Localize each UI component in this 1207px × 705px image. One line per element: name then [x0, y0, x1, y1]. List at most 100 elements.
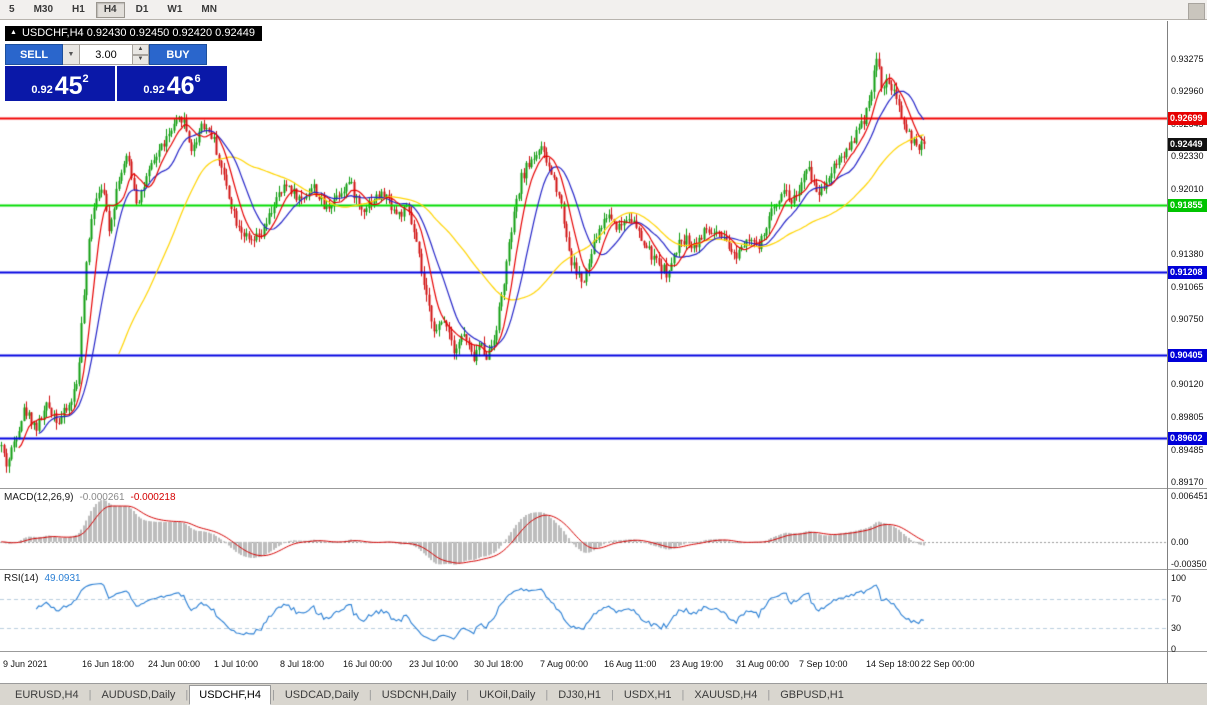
price-axis-label: 0.90750 — [1171, 314, 1204, 325]
rsi-name: RSI(14) — [4, 573, 39, 584]
macd-label: MACD(12,26,9) -0.000261 -0.000218 — [4, 492, 176, 503]
collapse-triangle-icon[interactable]: ▲ — [10, 29, 17, 36]
price-line-label: 0.92449 — [1168, 137, 1207, 151]
price-axis-label: 0.92960 — [1171, 86, 1204, 97]
chevron-down-icon: ▼ — [67, 51, 75, 58]
buy-price-pips: 46 — [166, 72, 195, 100]
time-axis-label: 14 Sep 18:00 — [866, 659, 920, 669]
time-axis-label: 7 Sep 10:00 — [799, 659, 848, 669]
timeframe-button-m30[interactable]: M30 — [26, 2, 61, 18]
panel-separator-macd[interactable] — [0, 488, 1207, 489]
panel-separator-rsi[interactable] — [0, 569, 1207, 570]
price-axis-label: 0.89170 — [1171, 477, 1204, 488]
tab-separator: | — [466, 688, 470, 701]
volume-dropdown[interactable]: ▼ — [63, 44, 80, 65]
price-axis-label: 0.89485 — [1171, 444, 1204, 455]
chart-tab-usdchf[interactable]: USDCHF,H4 — [189, 684, 271, 705]
time-axis-label: 8 Jul 18:00 — [280, 659, 325, 669]
rsi-value: 49.0931 — [44, 573, 81, 584]
macd-axis-label: 0.00 — [1171, 536, 1189, 547]
trade-prices-row: 0.92 45 2 0.92 46 6 — [5, 66, 227, 101]
price-line-label: 0.90405 — [1168, 348, 1207, 362]
price-axis-label: 0.91380 — [1171, 249, 1204, 260]
volume-decrease-button[interactable]: ▼ — [133, 54, 149, 65]
buy-button[interactable]: BUY — [149, 44, 207, 65]
chart-tab-usdcnh[interactable]: USDCNH,Daily — [381, 688, 457, 701]
chart-tab-usdx[interactable]: USDX,H1 — [623, 688, 672, 701]
chart-tab-ukoil[interactable]: UKOil,Daily — [479, 688, 536, 701]
price-line-label: 0.91855 — [1168, 199, 1207, 213]
chart-title: ▲ USDCHF,H4 0.92430 0.92450 0.92420 0.92… — [5, 26, 262, 41]
price-line-label: 0.91208 — [1168, 265, 1207, 279]
price-axis-label: 0.93275 — [1171, 53, 1204, 64]
timeframe-toolbar: 5 M30 H1 H4 D1 W1 MN — [0, 0, 1207, 20]
chart-area: 0.93275 0.92960 0.92 6 45 0.92330 0.92010 0.913… — [0, 21, 1207, 683]
time-axis-label: 24 Jun 00:00 — [148, 659, 201, 669]
trade-controls-row: SELL ▼ ▲ ▼ BUY — [5, 44, 227, 65]
rsi-axis-label: 0 — [1171, 644, 1177, 654]
volume-input[interactable] — [80, 44, 133, 65]
time-axis-label: 16 Jun 18:00 — [82, 659, 135, 669]
sell-button[interactable]: SELL — [5, 44, 63, 65]
time-axis-label: 31 Aug 00:00 — [736, 659, 790, 669]
price-axis-border — [1167, 21, 1168, 683]
macd-axis-label: -0.003507 — [1171, 559, 1207, 569]
sell-price-display[interactable]: 0.92 45 2 — [5, 66, 115, 101]
tab-separator: | — [767, 688, 771, 701]
timeframe-button-h1[interactable]: H1 — [64, 2, 93, 18]
time-axis-label: 16 Aug 11:00 — [604, 659, 657, 669]
chart-tab-audusd[interactable]: AUDUSD,Daily — [101, 688, 176, 701]
chart-tab-xauusd[interactable]: XAUUSD,H4 — [694, 688, 758, 701]
price-line-label: 0.89602 — [1168, 431, 1207, 445]
timeframe-button-h4[interactable]: H4 — [95, 1, 125, 18]
time-axis-label: 16 Jul 00:00 — [343, 659, 393, 669]
price-axis-label: 0.92330 — [1171, 151, 1204, 162]
macd-signal-value: -0.000218 — [130, 492, 176, 503]
timeframe-button-d1[interactable]: D1 — [128, 2, 157, 18]
timeframe-button-w1[interactable]: W1 — [159, 2, 190, 18]
price-axis-label: 0.89805 — [1171, 411, 1204, 422]
sell-price-pips: 45 — [54, 72, 83, 100]
rsi-axis-label: 70 — [1171, 594, 1182, 605]
volume-stepper: ▲ ▼ — [133, 44, 149, 65]
timeframe-button-mn[interactable]: MN — [193, 2, 225, 18]
tab-separator: | — [681, 688, 685, 701]
rsi-indicator-canvas[interactable] — [0, 570, 1167, 651]
tab-separator: | — [272, 688, 275, 701]
volume-increase-button[interactable]: ▲ — [133, 44, 149, 55]
time-axis-label: 9 Jun 2021 — [3, 659, 48, 669]
rsi-axis-label: 30 — [1171, 622, 1182, 633]
macd-name: MACD(12,26,9) — [4, 492, 74, 503]
rsi-label: RSI(14) 49.0931 — [4, 573, 81, 584]
price-axis-label: 0.90120 — [1171, 379, 1204, 390]
buy-price-display[interactable]: 0.92 46 6 — [117, 66, 227, 101]
sell-price-prefix: 0.92 — [31, 84, 53, 96]
buy-price-point: 6 — [194, 73, 201, 85]
chart-tab-eurusd[interactable]: EURUSD,H4 — [15, 688, 79, 701]
sell-price-point: 2 — [82, 73, 89, 85]
time-axis-label: 1 Jul 10:00 — [214, 659, 259, 669]
price-axis-label: 0.91065 — [1171, 281, 1204, 292]
chart-tab-dj30[interactable]: DJ30,H1 — [558, 688, 601, 701]
timeframe-button-5[interactable]: 5 — [1, 2, 23, 18]
chart-tab-bar: EURUSD,H4 | AUDUSD,Daily | USDCHF,H4 | USDCAD,… — [0, 683, 1207, 705]
chart-tab-gbpusd[interactable]: GBPUSD,H1 — [780, 688, 844, 701]
one-click-trade-panel: SELL ▼ ▲ ▼ BUY 0.92 45 2 0.92 — [5, 44, 227, 101]
price-line-label: 0.92699 — [1168, 112, 1207, 126]
tab-separator: | — [611, 688, 614, 701]
macd-axis-label: 0.006451 — [1171, 490, 1207, 501]
chart-tab-usdcad[interactable]: USDCAD,Daily — [284, 688, 359, 701]
macd-main-value: -0.000261 — [79, 492, 125, 503]
time-axis-label: 23 Jul 10:00 — [409, 659, 459, 669]
time-axis-label: 22 Sep 00:00 — [921, 659, 975, 669]
statusbar-corner — [1188, 3, 1205, 20]
tab-separator: | — [545, 688, 549, 701]
time-axis-label: 23 Aug 19:00 — [670, 659, 724, 669]
tab-separator: | — [368, 688, 372, 701]
price-axis-label: 0.92010 — [1171, 184, 1204, 195]
macd-indicator-canvas[interactable] — [0, 489, 1167, 569]
buy-price-prefix: 0.92 — [143, 84, 165, 96]
chart-title-text: USDCHF,H4 0.92430 0.92450 0.92420 0.9244… — [21, 27, 255, 39]
time-axis: 9 Jun 2021 16 Jun 18:00 24 Jun 00:00 1 Jul … — [0, 652, 1167, 683]
